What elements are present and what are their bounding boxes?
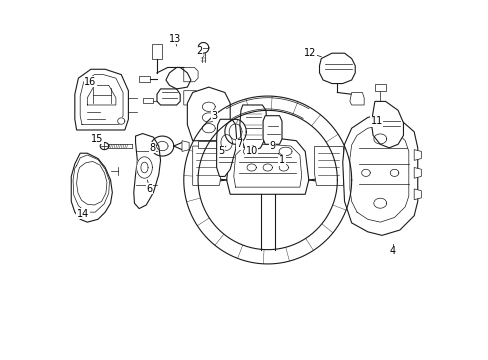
Polygon shape	[313, 146, 342, 185]
Text: 13: 13	[168, 34, 181, 44]
Polygon shape	[157, 89, 180, 105]
Polygon shape	[192, 146, 221, 185]
Polygon shape	[373, 134, 386, 144]
Polygon shape	[224, 119, 246, 144]
Polygon shape	[75, 69, 128, 130]
Text: 7: 7	[236, 139, 242, 149]
Polygon shape	[263, 164, 272, 171]
Polygon shape	[246, 164, 256, 171]
Text: 16: 16	[84, 77, 96, 87]
Polygon shape	[349, 93, 364, 105]
Polygon shape	[77, 161, 107, 205]
Polygon shape	[226, 137, 308, 194]
Polygon shape	[221, 135, 232, 150]
Polygon shape	[202, 113, 215, 122]
Text: 11: 11	[370, 116, 382, 126]
Text: 1: 1	[278, 156, 285, 165]
Polygon shape	[413, 167, 421, 178]
Text: 4: 4	[389, 247, 395, 256]
Text: 9: 9	[269, 141, 275, 151]
Polygon shape	[151, 44, 162, 59]
Text: 14: 14	[77, 209, 89, 219]
Polygon shape	[182, 141, 189, 152]
Polygon shape	[319, 53, 354, 84]
Text: 12: 12	[304, 48, 316, 58]
Polygon shape	[374, 84, 385, 91]
Polygon shape	[187, 87, 230, 141]
Polygon shape	[183, 67, 198, 82]
Polygon shape	[156, 141, 168, 151]
Polygon shape	[263, 116, 282, 144]
Text: 3: 3	[211, 111, 217, 121]
Polygon shape	[118, 118, 124, 124]
Polygon shape	[389, 169, 398, 176]
Polygon shape	[151, 136, 173, 156]
Text: 2: 2	[196, 46, 203, 57]
Polygon shape	[229, 124, 242, 140]
Polygon shape	[373, 198, 386, 208]
Polygon shape	[216, 119, 236, 176]
Polygon shape	[139, 76, 149, 82]
Polygon shape	[71, 153, 112, 222]
Polygon shape	[100, 143, 108, 150]
Polygon shape	[134, 134, 160, 208]
Polygon shape	[413, 150, 421, 160]
Polygon shape	[142, 98, 153, 103]
Polygon shape	[141, 162, 148, 173]
Polygon shape	[361, 169, 369, 176]
Polygon shape	[198, 141, 219, 148]
Polygon shape	[279, 164, 288, 171]
Polygon shape	[198, 42, 208, 53]
Text: 15: 15	[91, 134, 103, 144]
Polygon shape	[136, 157, 152, 178]
Polygon shape	[183, 91, 198, 105]
Polygon shape	[279, 147, 291, 156]
Polygon shape	[243, 147, 256, 156]
Polygon shape	[202, 102, 215, 111]
Text: 5: 5	[218, 147, 224, 157]
Polygon shape	[183, 96, 351, 264]
Text: 10: 10	[245, 147, 257, 157]
Polygon shape	[240, 105, 266, 152]
Polygon shape	[342, 114, 417, 235]
Polygon shape	[413, 189, 421, 200]
Polygon shape	[202, 123, 215, 133]
Text: 8: 8	[149, 143, 155, 153]
Polygon shape	[370, 102, 403, 148]
Text: 6: 6	[146, 184, 153, 194]
